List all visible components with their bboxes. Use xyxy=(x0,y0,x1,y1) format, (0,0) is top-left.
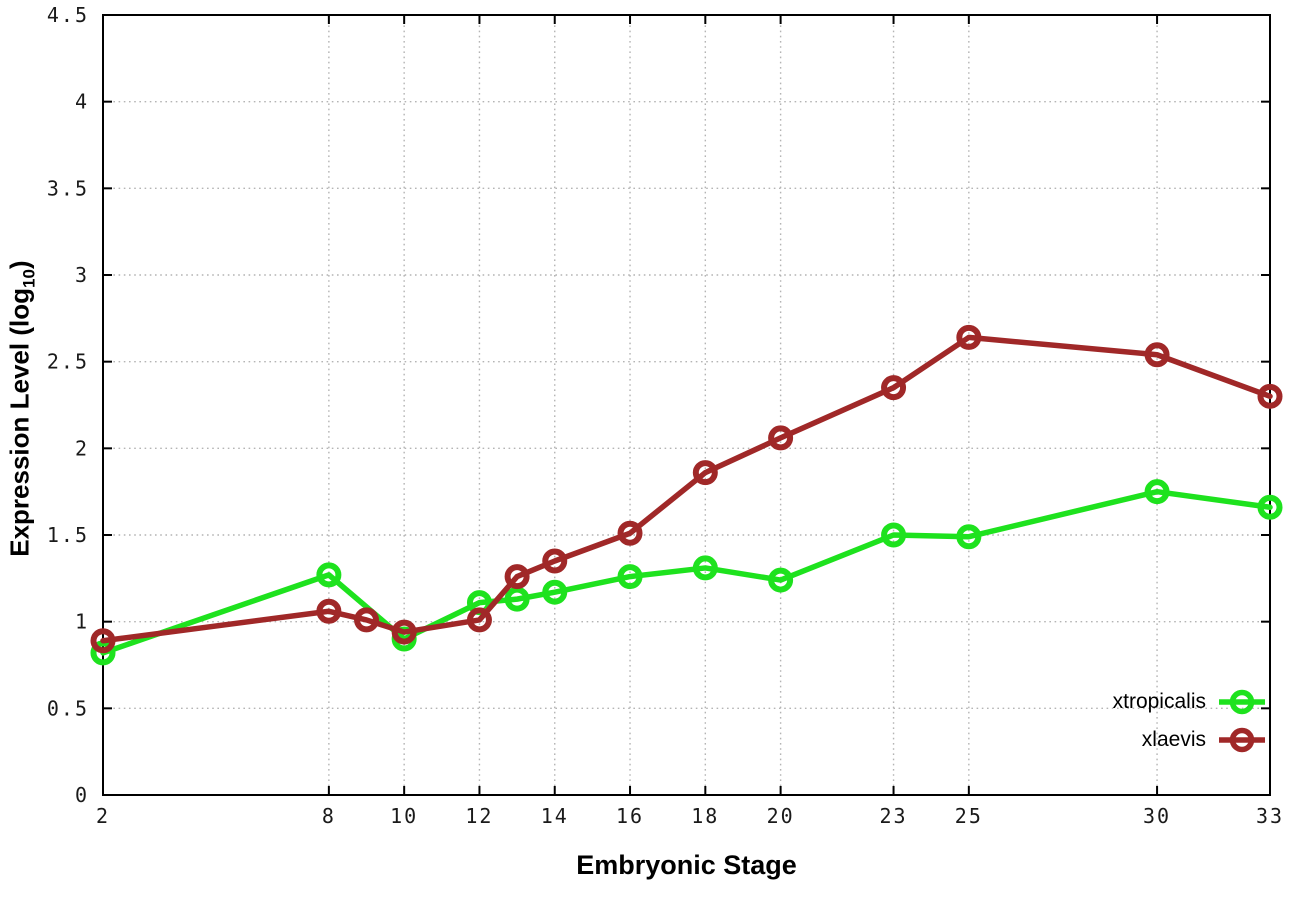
x-tick-label: 12 xyxy=(465,804,493,828)
y-tick-label: 0.5 xyxy=(47,696,89,720)
legend-entry-xlaevis: xlaevis xyxy=(1142,721,1266,759)
data-point-marker-xtropicalis xyxy=(956,524,982,550)
y-tick-label: 3.5 xyxy=(47,176,89,200)
x-tick-label: 30 xyxy=(1143,804,1171,828)
x-tick-label: 16 xyxy=(616,804,644,828)
data-point-marker-xtropicalis xyxy=(768,567,794,593)
data-point-marker-xlaevis xyxy=(504,564,530,590)
data-point-marker-xlaevis xyxy=(617,520,643,546)
legend-line-marker-icon xyxy=(1219,727,1265,753)
y-axis-label: Expression Level (log10) xyxy=(4,229,39,589)
x-tick-label: 2 xyxy=(96,804,110,828)
data-point-marker-xlaevis xyxy=(354,607,380,633)
y-axis-label-subscript: 10 xyxy=(19,269,39,289)
x-tick-label: 8 xyxy=(322,804,336,828)
y-tick-label: 4 xyxy=(75,90,89,114)
y-tick-label: 1.5 xyxy=(47,523,89,547)
y-tick-label: 0 xyxy=(75,783,89,807)
data-point-marker-xlaevis xyxy=(90,628,116,654)
data-point-marker-xlaevis xyxy=(881,375,907,401)
y-tick-label: 2 xyxy=(75,436,89,460)
data-point-marker-xtropicalis xyxy=(504,586,530,612)
data-point-marker-xtropicalis xyxy=(692,555,718,581)
data-point-marker-xlaevis xyxy=(466,607,492,633)
data-point-marker-xtropicalis xyxy=(881,522,907,548)
data-point-marker-xtropicalis xyxy=(1144,479,1170,505)
legend-label-xlaevis: xlaevis xyxy=(1141,728,1206,751)
x-tick-label: 14 xyxy=(541,804,569,828)
data-point-marker-xlaevis xyxy=(391,619,417,645)
legend: xtropicalis xlaevis xyxy=(1113,683,1266,759)
y-axis-label-text: Expression Level (log xyxy=(4,288,35,557)
legend-line-marker-icon xyxy=(1219,689,1265,715)
data-point-marker-xlaevis xyxy=(1257,383,1283,409)
data-point-marker-xlaevis xyxy=(1144,342,1170,368)
y-tick-label: 3 xyxy=(75,263,89,287)
plot-border xyxy=(102,14,1271,796)
series-line-xtropicalis xyxy=(100,488,1273,656)
x-axis-label: Embryonic Stage xyxy=(576,850,797,880)
data-point-marker-xtropicalis xyxy=(316,562,342,588)
data-point-marker-xlaevis xyxy=(316,598,342,624)
data-point-marker-xlaevis xyxy=(768,425,794,451)
data-point-marker-xtropicalis xyxy=(542,579,568,605)
data-point-marker-xtropicalis xyxy=(617,564,643,590)
y-tick-label: 1 xyxy=(75,610,89,634)
x-tick-label: 23 xyxy=(880,804,908,828)
y-axis-label-paren: ) xyxy=(4,260,35,270)
x-tick-label: 33 xyxy=(1256,804,1284,828)
x-tick-label: 10 xyxy=(390,804,418,828)
x-tick-label: 18 xyxy=(691,804,719,828)
data-point-marker-xlaevis xyxy=(542,548,568,574)
legend-entry-xtropicalis: xtropicalis xyxy=(1113,683,1266,721)
data-point-marker-xlaevis xyxy=(956,324,982,350)
y-tick-label: 2.5 xyxy=(47,350,89,374)
legend-label-xtropicalis: xtropicalis xyxy=(1112,690,1206,713)
x-tick-label: 25 xyxy=(955,804,983,828)
data-point-marker-xlaevis xyxy=(692,460,718,486)
y-tick-label: 4.5 xyxy=(47,3,89,27)
data-point-marker-xtropicalis xyxy=(1257,494,1283,520)
x-tick-label: 20 xyxy=(767,804,795,828)
